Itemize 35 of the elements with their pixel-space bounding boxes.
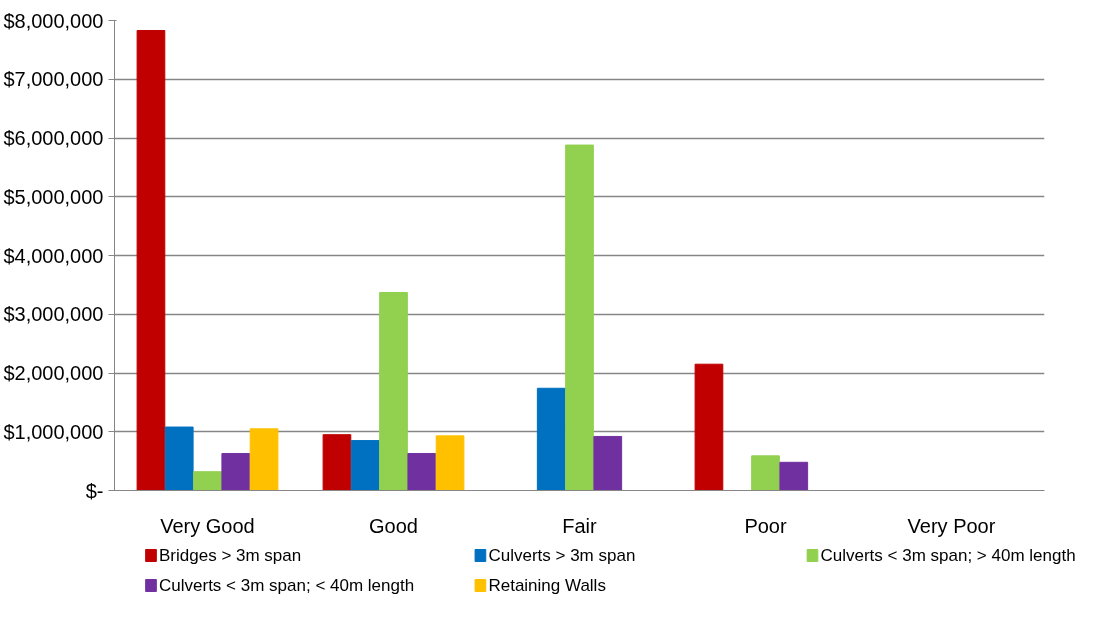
legend-label: Culverts > 3m span <box>488 546 636 565</box>
x-tick-label: Very Good <box>160 514 255 537</box>
bar <box>350 440 380 491</box>
y-tick-label: $3,000,000 <box>3 303 104 326</box>
bar <box>322 434 352 491</box>
bar <box>536 387 566 491</box>
x-tick-label: Fair <box>562 514 598 537</box>
y-tick-label: $7,000,000 <box>3 68 104 91</box>
bar <box>779 461 809 491</box>
bar <box>136 29 166 491</box>
bar <box>221 452 251 491</box>
legend-label: Retaining Walls <box>488 576 606 595</box>
bar <box>249 428 279 491</box>
x-tick-label: Poor <box>744 514 787 537</box>
y-tick-label: $2,000,000 <box>3 362 104 384</box>
legend-label: Culverts < 3m span; > 40m length <box>820 546 1076 565</box>
bar <box>593 435 623 491</box>
bar <box>407 452 437 491</box>
bar <box>193 471 222 491</box>
bar <box>565 144 594 491</box>
x-tick-label: Good <box>369 514 418 537</box>
y-tick-label: $4,000,000 <box>3 244 104 267</box>
y-tick-label: $1,000,000 <box>3 420 104 443</box>
bar <box>164 426 194 491</box>
y-tick-label: $5,000,000 <box>3 185 104 208</box>
bar <box>379 292 408 491</box>
legend-label: Bridges > 3m span <box>159 546 302 565</box>
y-tick-label: $6,000,000 <box>3 127 104 149</box>
bar <box>751 455 780 491</box>
y-tick-label: $8,000,000 <box>3 9 104 32</box>
x-tick-label: Very Poor <box>907 514 996 537</box>
y-tick-label: $- <box>85 479 104 502</box>
legend-label: Culverts < 3m span; < 40m length <box>159 576 415 595</box>
bar <box>435 435 465 491</box>
bar <box>694 363 724 491</box>
